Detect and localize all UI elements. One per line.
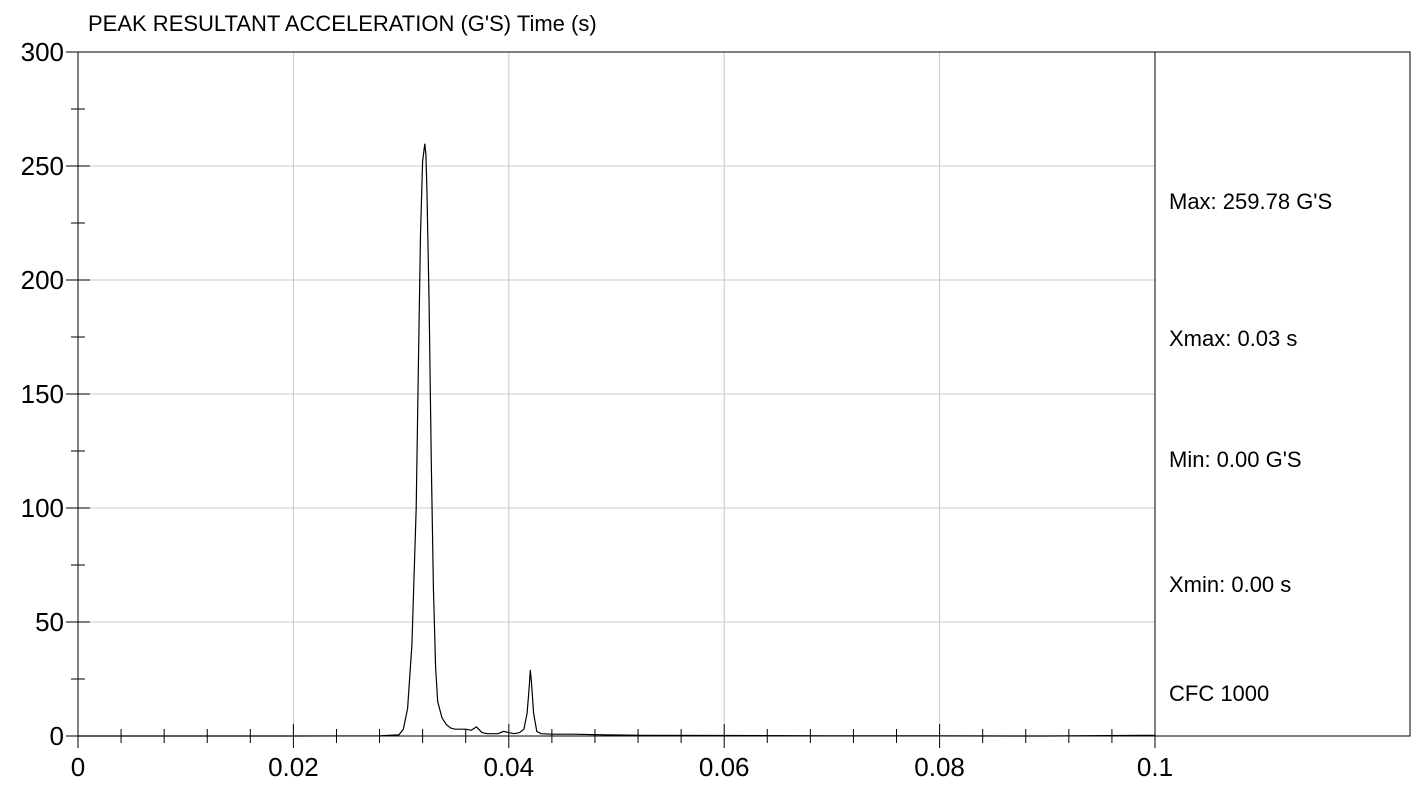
x-tick-label: 0 — [71, 752, 85, 782]
stat-item: CFC 1000 — [1169, 681, 1269, 706]
x-tick-label: 0.06 — [699, 752, 750, 782]
y-tick-label: 100 — [21, 493, 64, 523]
x-tick-label: 0.04 — [483, 752, 534, 782]
x-tick-label: 0.02 — [268, 752, 319, 782]
stat-item: Xmin: 0.00 s — [1169, 572, 1291, 597]
series-line — [78, 143, 1156, 737]
y-tick-label: 50 — [35, 607, 64, 637]
y-tick-label: 250 — [21, 151, 64, 181]
y-tick-label: 300 — [21, 37, 64, 67]
axis-ticks — [66, 51, 1156, 748]
stat-item: Max: 259.78 G'S — [1169, 189, 1332, 214]
x-tick-label: 0.1 — [1137, 752, 1173, 782]
stat-item: Xmax: 0.03 s — [1169, 326, 1297, 351]
y-tick-label: 200 — [21, 265, 64, 295]
stat-item: Min: 0.00 G'S — [1169, 447, 1302, 472]
y-tick-label: 0 — [50, 721, 64, 751]
x-tick-label: 0.08 — [914, 752, 965, 782]
tick-labels: 0 0.02 0.04 0.06 0.08 0.1 0 50 100 150 200 250 300 — [21, 37, 1173, 782]
y-tick-label: 150 — [21, 379, 64, 409]
stats-list: Max: 259.78 G'S Xmax: 0.03 s Min: 0.00 G'S… — [1169, 189, 1332, 706]
chart-title: PEAK RESULTANT ACCELERATION (G'S) Time (… — [88, 11, 597, 36]
stats-panel — [1154, 51, 1411, 737]
grid — [78, 52, 1155, 736]
